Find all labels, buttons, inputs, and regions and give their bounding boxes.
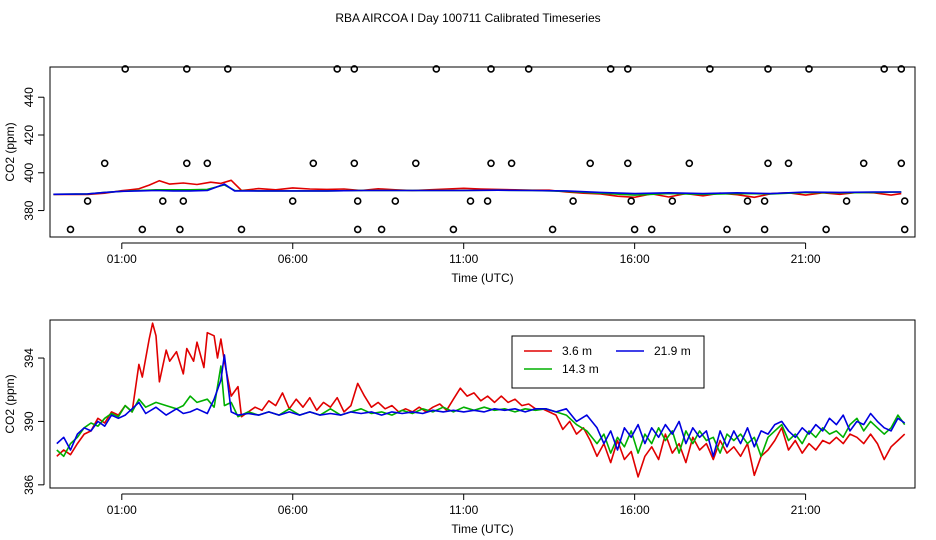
flag-marker: [183, 65, 191, 73]
flag-marker: [623, 159, 632, 168]
y-tick-label: 400: [22, 162, 36, 182]
flag-marker: [350, 159, 359, 168]
flag-marker: [668, 197, 677, 205]
series-line-series-3-6m: [53, 179, 902, 199]
legend-label: 14.3 m: [562, 362, 599, 376]
bottom-panel: 01:00 06:00 11:00 16:00 21:00 Time (UTC) 386 39…: [3, 319, 916, 536]
y-tick-label: 420: [22, 125, 36, 145]
flag-marker: [66, 225, 75, 234]
flag-marker: [449, 225, 458, 234]
flag-marker: [224, 65, 232, 73]
flag-marker: [723, 225, 731, 234]
x-tick-label: 06:00: [278, 503, 308, 517]
flag-marker: [159, 197, 167, 205]
y-tick-label: 394: [22, 348, 36, 368]
x-tick-label: 21:00: [791, 503, 821, 517]
flag-marker: [805, 65, 813, 73]
flag-marker: [432, 65, 441, 73]
flag-marker: [466, 197, 475, 205]
flag-marker: [606, 65, 615, 73]
x-axis-label: Time (UTC): [451, 522, 513, 536]
flag-marker: [586, 159, 595, 168]
flag-marker: [391, 197, 400, 205]
flag-marker: [350, 65, 359, 73]
top-panel: 01:00 06:00 11:00 16:00 21:00 Time (UTC) 380 40…: [3, 65, 916, 285]
flag-marker: [487, 65, 495, 73]
flag-marker: [121, 65, 129, 73]
series-line-series-21-9m: [56, 354, 906, 458]
flag-marker: [288, 197, 297, 205]
flag-marker: [900, 197, 909, 205]
legend-box: [511, 335, 705, 389]
x-axis-label: Time (UTC): [451, 271, 513, 285]
flag-marker: [743, 197, 752, 205]
y-axis-label: CO2 (ppm): [3, 122, 17, 181]
y-axis-label: CO2 (ppm): [3, 374, 17, 433]
plot-frame: [49, 66, 916, 238]
legend-label: 3.6 m: [562, 344, 592, 358]
flag-marker: [507, 159, 516, 168]
flag-marker: [859, 159, 868, 168]
flag-marker: [764, 159, 772, 168]
flag-marker: [784, 159, 793, 168]
flag-marker: [138, 225, 147, 234]
flag-marker: [524, 65, 533, 73]
flag-marker: [333, 65, 342, 73]
x-tick-label: 06:00: [278, 252, 308, 266]
flag-marker: [842, 197, 851, 205]
flag-marker: [630, 225, 639, 234]
y-tick-label: 390: [22, 411, 36, 431]
x-tick-label: 01:00: [107, 252, 137, 266]
flag-marker: [411, 159, 420, 168]
flag-marker: [176, 225, 184, 234]
flag-marker: [483, 197, 492, 205]
flag-marker: [309, 159, 318, 168]
flag-marker: [377, 225, 386, 234]
flag-marker: [627, 197, 636, 205]
flag-marker: [822, 225, 830, 234]
x-tick-label: 01:00: [107, 503, 137, 517]
flag-marker: [203, 159, 212, 168]
flag-marker: [760, 197, 769, 205]
flag-marker: [183, 159, 191, 168]
chart-title: RBA AIRCOA I Day 100711 Calibrated Times…: [335, 11, 600, 25]
flag-marker: [897, 159, 906, 168]
flag-marker: [487, 159, 495, 168]
flag-marker: [685, 159, 694, 168]
flag-marker: [900, 225, 909, 234]
y-tick-label: 386: [22, 474, 36, 494]
flag-marker: [237, 225, 246, 234]
series-line-series-21-9m: [53, 183, 902, 196]
flag-marker: [647, 225, 656, 234]
flag-marker: [623, 65, 632, 73]
flag-marker: [100, 159, 109, 168]
x-tick-label: 21:00: [791, 252, 821, 266]
legend-label: 21.9 m: [654, 344, 691, 358]
flag-marker: [569, 197, 577, 205]
x-tick-label: 11:00: [449, 252, 478, 266]
plot-frame: [49, 319, 916, 489]
y-tick-label: 380: [22, 200, 36, 220]
flag-marker: [897, 65, 906, 73]
flag-marker: [353, 225, 362, 234]
flag-marker: [706, 65, 714, 73]
flag-marker: [83, 197, 92, 205]
legend: 3.6 m 21.9 m 14.3 m: [511, 335, 705, 389]
y-tick-label: 440: [22, 87, 36, 107]
flag-marker: [764, 65, 772, 73]
x-tick-label: 16:00: [620, 503, 650, 517]
flag-marker: [179, 197, 188, 205]
flag-marker: [760, 225, 769, 234]
x-tick-label: 16:00: [620, 252, 650, 266]
series-line-series-3-6m: [56, 322, 906, 478]
flag-marker: [353, 197, 362, 205]
flag-marker: [880, 65, 889, 73]
flag-marker: [548, 225, 557, 234]
x-tick-label: 11:00: [449, 503, 478, 517]
